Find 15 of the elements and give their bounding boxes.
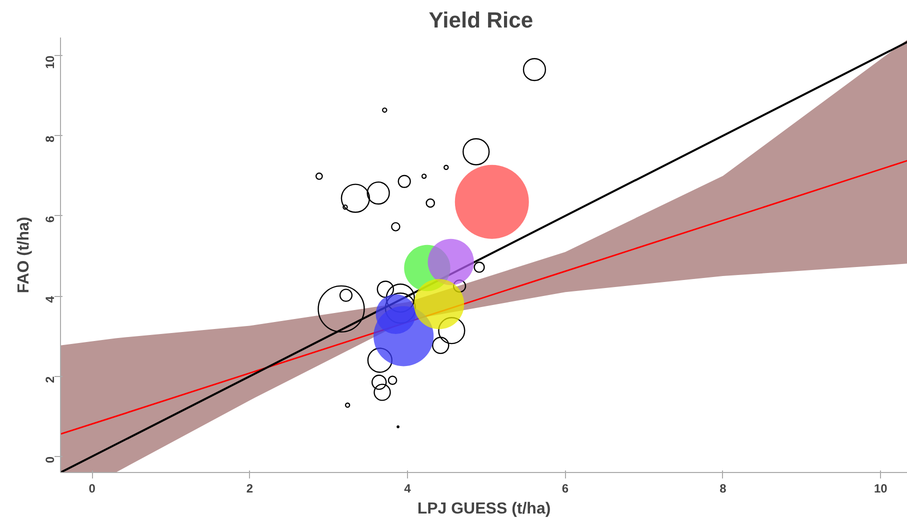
x-axis-title: LPJ GUESS (t/ha) (417, 500, 551, 518)
y-tick-label: 8 (43, 135, 57, 142)
y-tick-label: 0 (43, 456, 57, 464)
chart-title: Yield Rice (428, 8, 534, 32)
y-axis-title: FAO (t/ha) (16, 216, 32, 294)
x-tick-label: 8 (720, 482, 727, 496)
x-tick-label: 0 (88, 482, 96, 496)
x-tick-label: 4 (404, 482, 412, 496)
y-tick-label: 10 (43, 55, 57, 69)
x-tick-label: 10 (874, 482, 888, 496)
x-tick-label: 6 (562, 482, 569, 496)
x-tick-label: 2 (246, 482, 254, 496)
y-tick-label: 4 (43, 296, 57, 303)
y-tick-label: 2 (43, 376, 57, 383)
y-tick-label: 6 (43, 216, 57, 223)
